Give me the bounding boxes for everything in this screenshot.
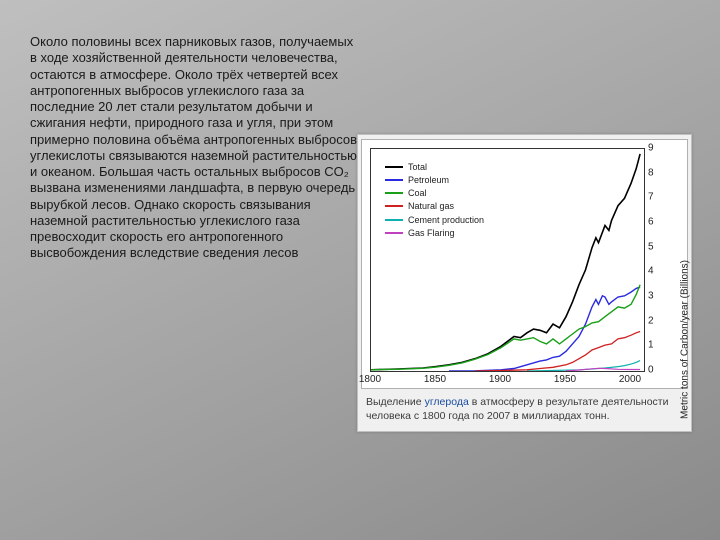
- legend-item: Gas Flaring: [385, 227, 484, 239]
- y-tick-label: 9: [648, 143, 654, 154]
- chart-caption: Выделение углерода в атмосферу в результ…: [360, 389, 689, 425]
- y-tick-label: 7: [648, 192, 654, 203]
- caption-link[interactable]: углерода: [425, 396, 469, 408]
- chart-legend: TotalPetroleumCoalNatural gas Cement prod…: [385, 161, 484, 240]
- legend-label: Cement production: [408, 214, 484, 226]
- legend-swatch: [385, 232, 403, 234]
- x-tick-label: 1900: [489, 374, 511, 385]
- legend-item: Total: [385, 161, 484, 173]
- legend-swatch: [385, 179, 403, 181]
- legend-label: Total: [408, 161, 427, 173]
- y-tick-label: 1: [648, 340, 654, 351]
- y-tick-label: 5: [648, 241, 654, 252]
- legend-label: Coal: [408, 187, 427, 199]
- legend-item: Natural gas: [385, 200, 484, 212]
- legend-label: Natural gas: [408, 200, 454, 212]
- legend-swatch: [385, 192, 403, 194]
- slide-root: Около половины всех парниковых газов, по…: [0, 0, 720, 540]
- x-tick-label: 1850: [424, 374, 446, 385]
- legend-label: Gas Flaring: [408, 227, 455, 239]
- body-paragraph: Около половины всех парниковых газов, по…: [30, 34, 362, 262]
- x-tick-label: 1950: [554, 374, 576, 385]
- y-tick-label: 8: [648, 167, 654, 178]
- chart-y-ticks: 0123456789: [648, 148, 660, 372]
- legend-item: Coal: [385, 187, 484, 199]
- y-tick-label: 0: [648, 365, 654, 376]
- y-tick-label: 3: [648, 291, 654, 302]
- x-tick-label: 2000: [619, 374, 641, 385]
- y-tick-label: 6: [648, 217, 654, 228]
- legend-item: Petroleum: [385, 174, 484, 186]
- chart-container: TotalPetroleumCoalNatural gas Cement prod…: [357, 134, 692, 432]
- chart-plot-area: TotalPetroleumCoalNatural gas Cement prod…: [370, 148, 645, 372]
- caption-pre: Выделение: [366, 396, 425, 408]
- x-tick-label: 1800: [359, 374, 381, 385]
- legend-swatch: [385, 166, 403, 168]
- legend-label: Petroleum: [408, 174, 449, 186]
- y-tick-label: 4: [648, 266, 654, 277]
- y-tick-label: 2: [648, 315, 654, 326]
- legend-swatch: [385, 205, 403, 207]
- legend-item: Cement production: [385, 214, 484, 226]
- legend-swatch: [385, 219, 403, 221]
- chart-box: TotalPetroleumCoalNatural gas Cement prod…: [361, 139, 688, 389]
- chart-y-axis-label: Metric tons of Carbon/year (Billions): [680, 260, 691, 419]
